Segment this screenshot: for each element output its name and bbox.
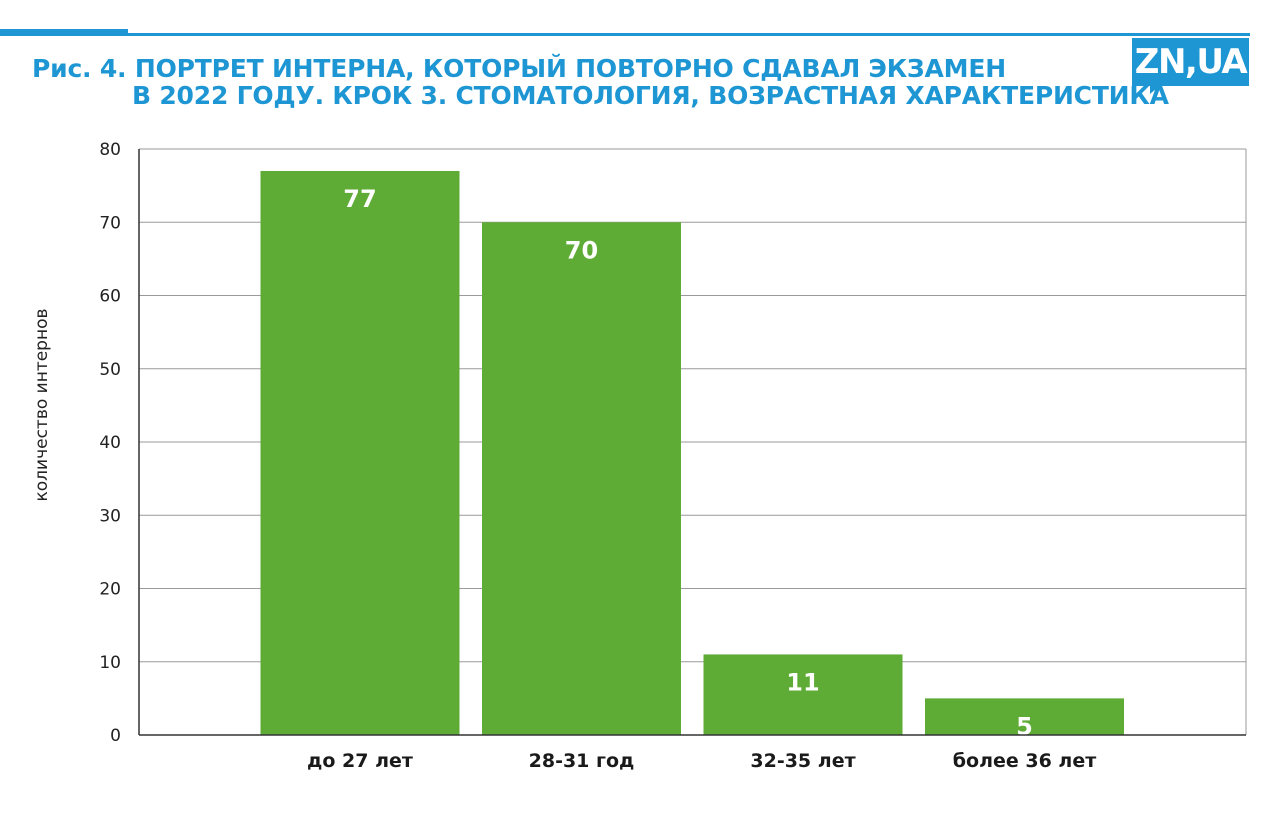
x-category-label: 28-31 год (529, 750, 635, 772)
bar-value-label: 11 (786, 668, 819, 696)
y-tick-label: 60 (99, 287, 121, 307)
y-tick-label: 20 (99, 580, 121, 600)
y-tick-label: 30 (99, 506, 121, 526)
bar-value-label: 77 (343, 185, 376, 213)
header-rule (128, 33, 1250, 36)
bar (482, 222, 681, 735)
logo-speech-tail (1150, 84, 1162, 94)
bar-value-label: 70 (565, 236, 598, 264)
chart-title-line-2: В 2022 ГОДУ. КРОК 3. СТОМАТОЛОГИЯ, ВОЗРА… (132, 81, 1169, 110)
bar (925, 698, 1124, 735)
x-category-label: 32-35 лет (750, 750, 855, 772)
bar (260, 170, 460, 736)
zn-ua-logo: ZN,UA (1132, 38, 1249, 86)
bar-value-label: 5 (1016, 712, 1033, 740)
y-tick-label: 10 (99, 653, 121, 673)
x-category-label: более 36 лет (953, 750, 1097, 772)
header-accent-bar (0, 29, 128, 36)
y-tick-label: 70 (99, 213, 121, 233)
y-tick-label: 40 (99, 433, 121, 453)
y-tick-label: 50 (99, 360, 121, 380)
x-category-label: до 27 лет (307, 750, 413, 772)
y-tick-label: 0 (110, 726, 121, 746)
chart-title: Рис. 4. ПОРТРЕТ ИНТЕРНА, КОТОРЫЙ ПОВТОРН… (32, 55, 1182, 109)
y-tick-label: 80 (99, 140, 121, 160)
chart-title-line-1: Рис. 4. ПОРТРЕТ ИНТЕРНА, КОТОРЫЙ ПОВТОРН… (32, 54, 1006, 83)
bar (703, 654, 903, 735)
